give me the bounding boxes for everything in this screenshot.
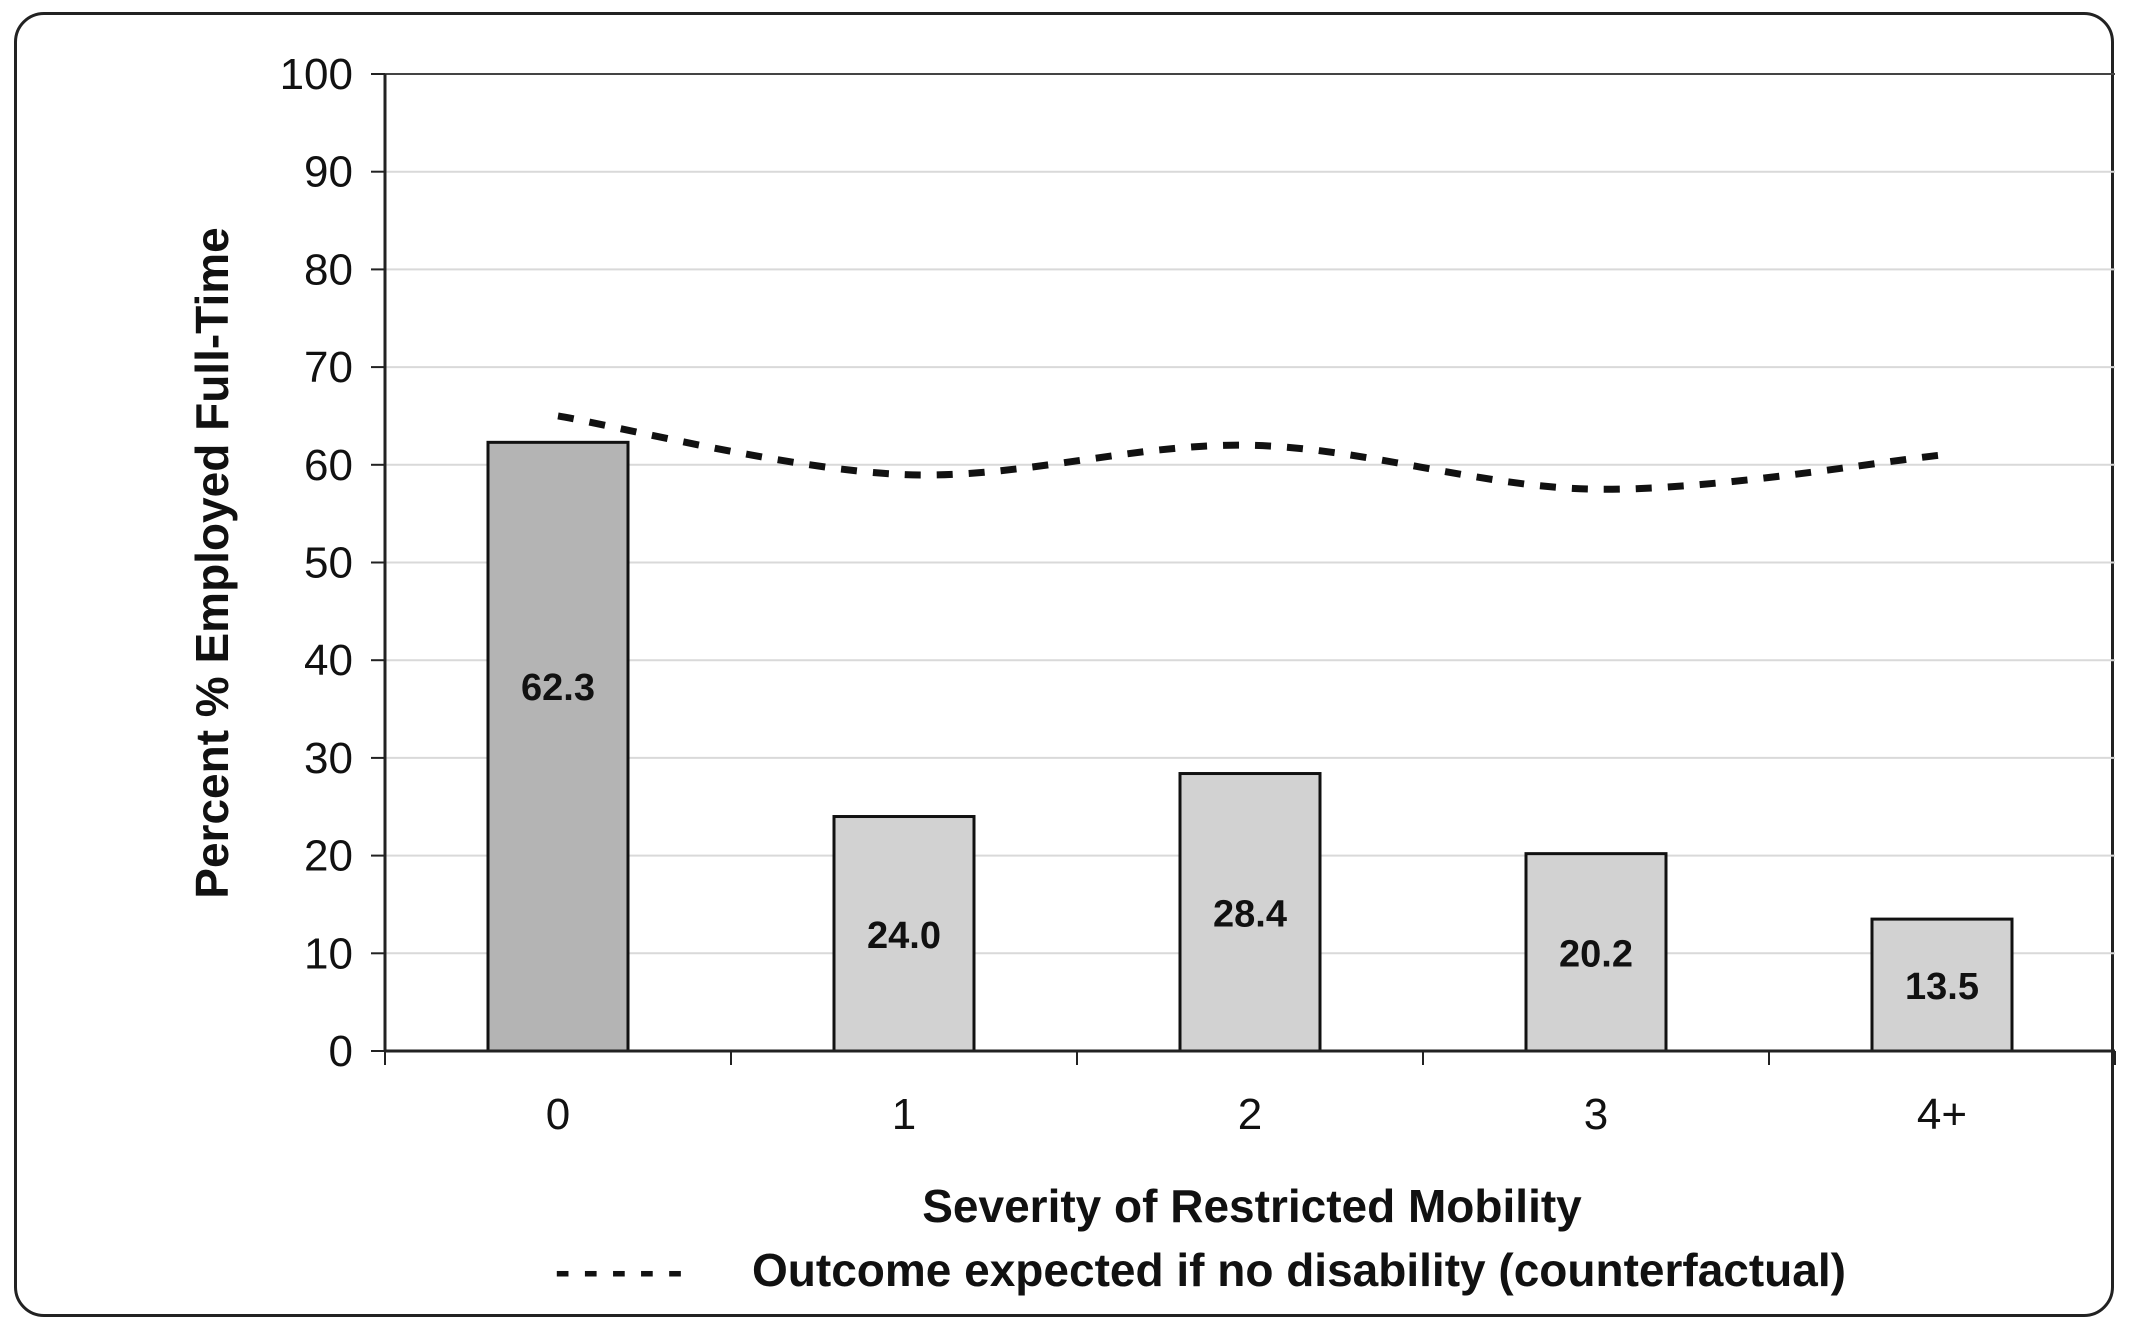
x-axis-title: Severity of Restricted Mobility [922,1180,1582,1232]
bars [486,440,2014,1053]
x-tick-label: 3 [1584,1090,1608,1139]
data-labels: 62.3 24.0 28.4 20.2 13.5 [521,667,1979,1008]
y-tick-label: 70 [304,343,353,392]
legend-marker: - - - - - [555,1244,683,1296]
y-tick-label: 0 [329,1027,353,1076]
x-tick-label: 4+ [1917,1090,1967,1139]
data-label: 62.3 [521,667,595,709]
legend: - - - - - Outcome expected if no disabil… [555,1244,1846,1296]
y-tick-label: 50 [304,539,353,588]
y-tick-label: 60 [304,441,353,490]
data-label: 20.2 [1559,933,1633,975]
y-tick-label: 10 [304,929,353,978]
x-tick-label: 0 [546,1090,570,1139]
y-tick-label: 90 [304,148,353,197]
data-label: 28.4 [1213,893,1287,935]
y-axis-title: Percent % Employed Full-Time [186,227,238,898]
y-tick-label: 40 [304,636,353,685]
data-label: 24.0 [867,915,941,957]
chart-frame [14,12,2114,1317]
y-tick-label: 30 [304,734,353,783]
y-tick-label: 20 [304,832,353,881]
y-tick-labels: 0 10 20 30 40 50 60 70 80 90 100 [280,50,353,1076]
x-tick-label: 2 [1238,1090,1262,1139]
data-label: 13.5 [1905,966,1979,1008]
counterfactual-line [557,412,1943,493]
axes [371,73,2116,1065]
bar [486,440,630,1053]
bar [1524,852,1668,1053]
legend-label: Outcome expected if no disability (count… [752,1244,1846,1296]
x-tick-labels: 0 1 2 3 4+ [546,1090,1967,1139]
y-tick-label: 100 [280,50,353,99]
x-tick-label: 1 [892,1090,916,1139]
counterfactual-line-layer [557,412,1943,493]
bar [832,815,976,1053]
bar [1870,917,2014,1053]
y-tick-label: 80 [304,245,353,294]
